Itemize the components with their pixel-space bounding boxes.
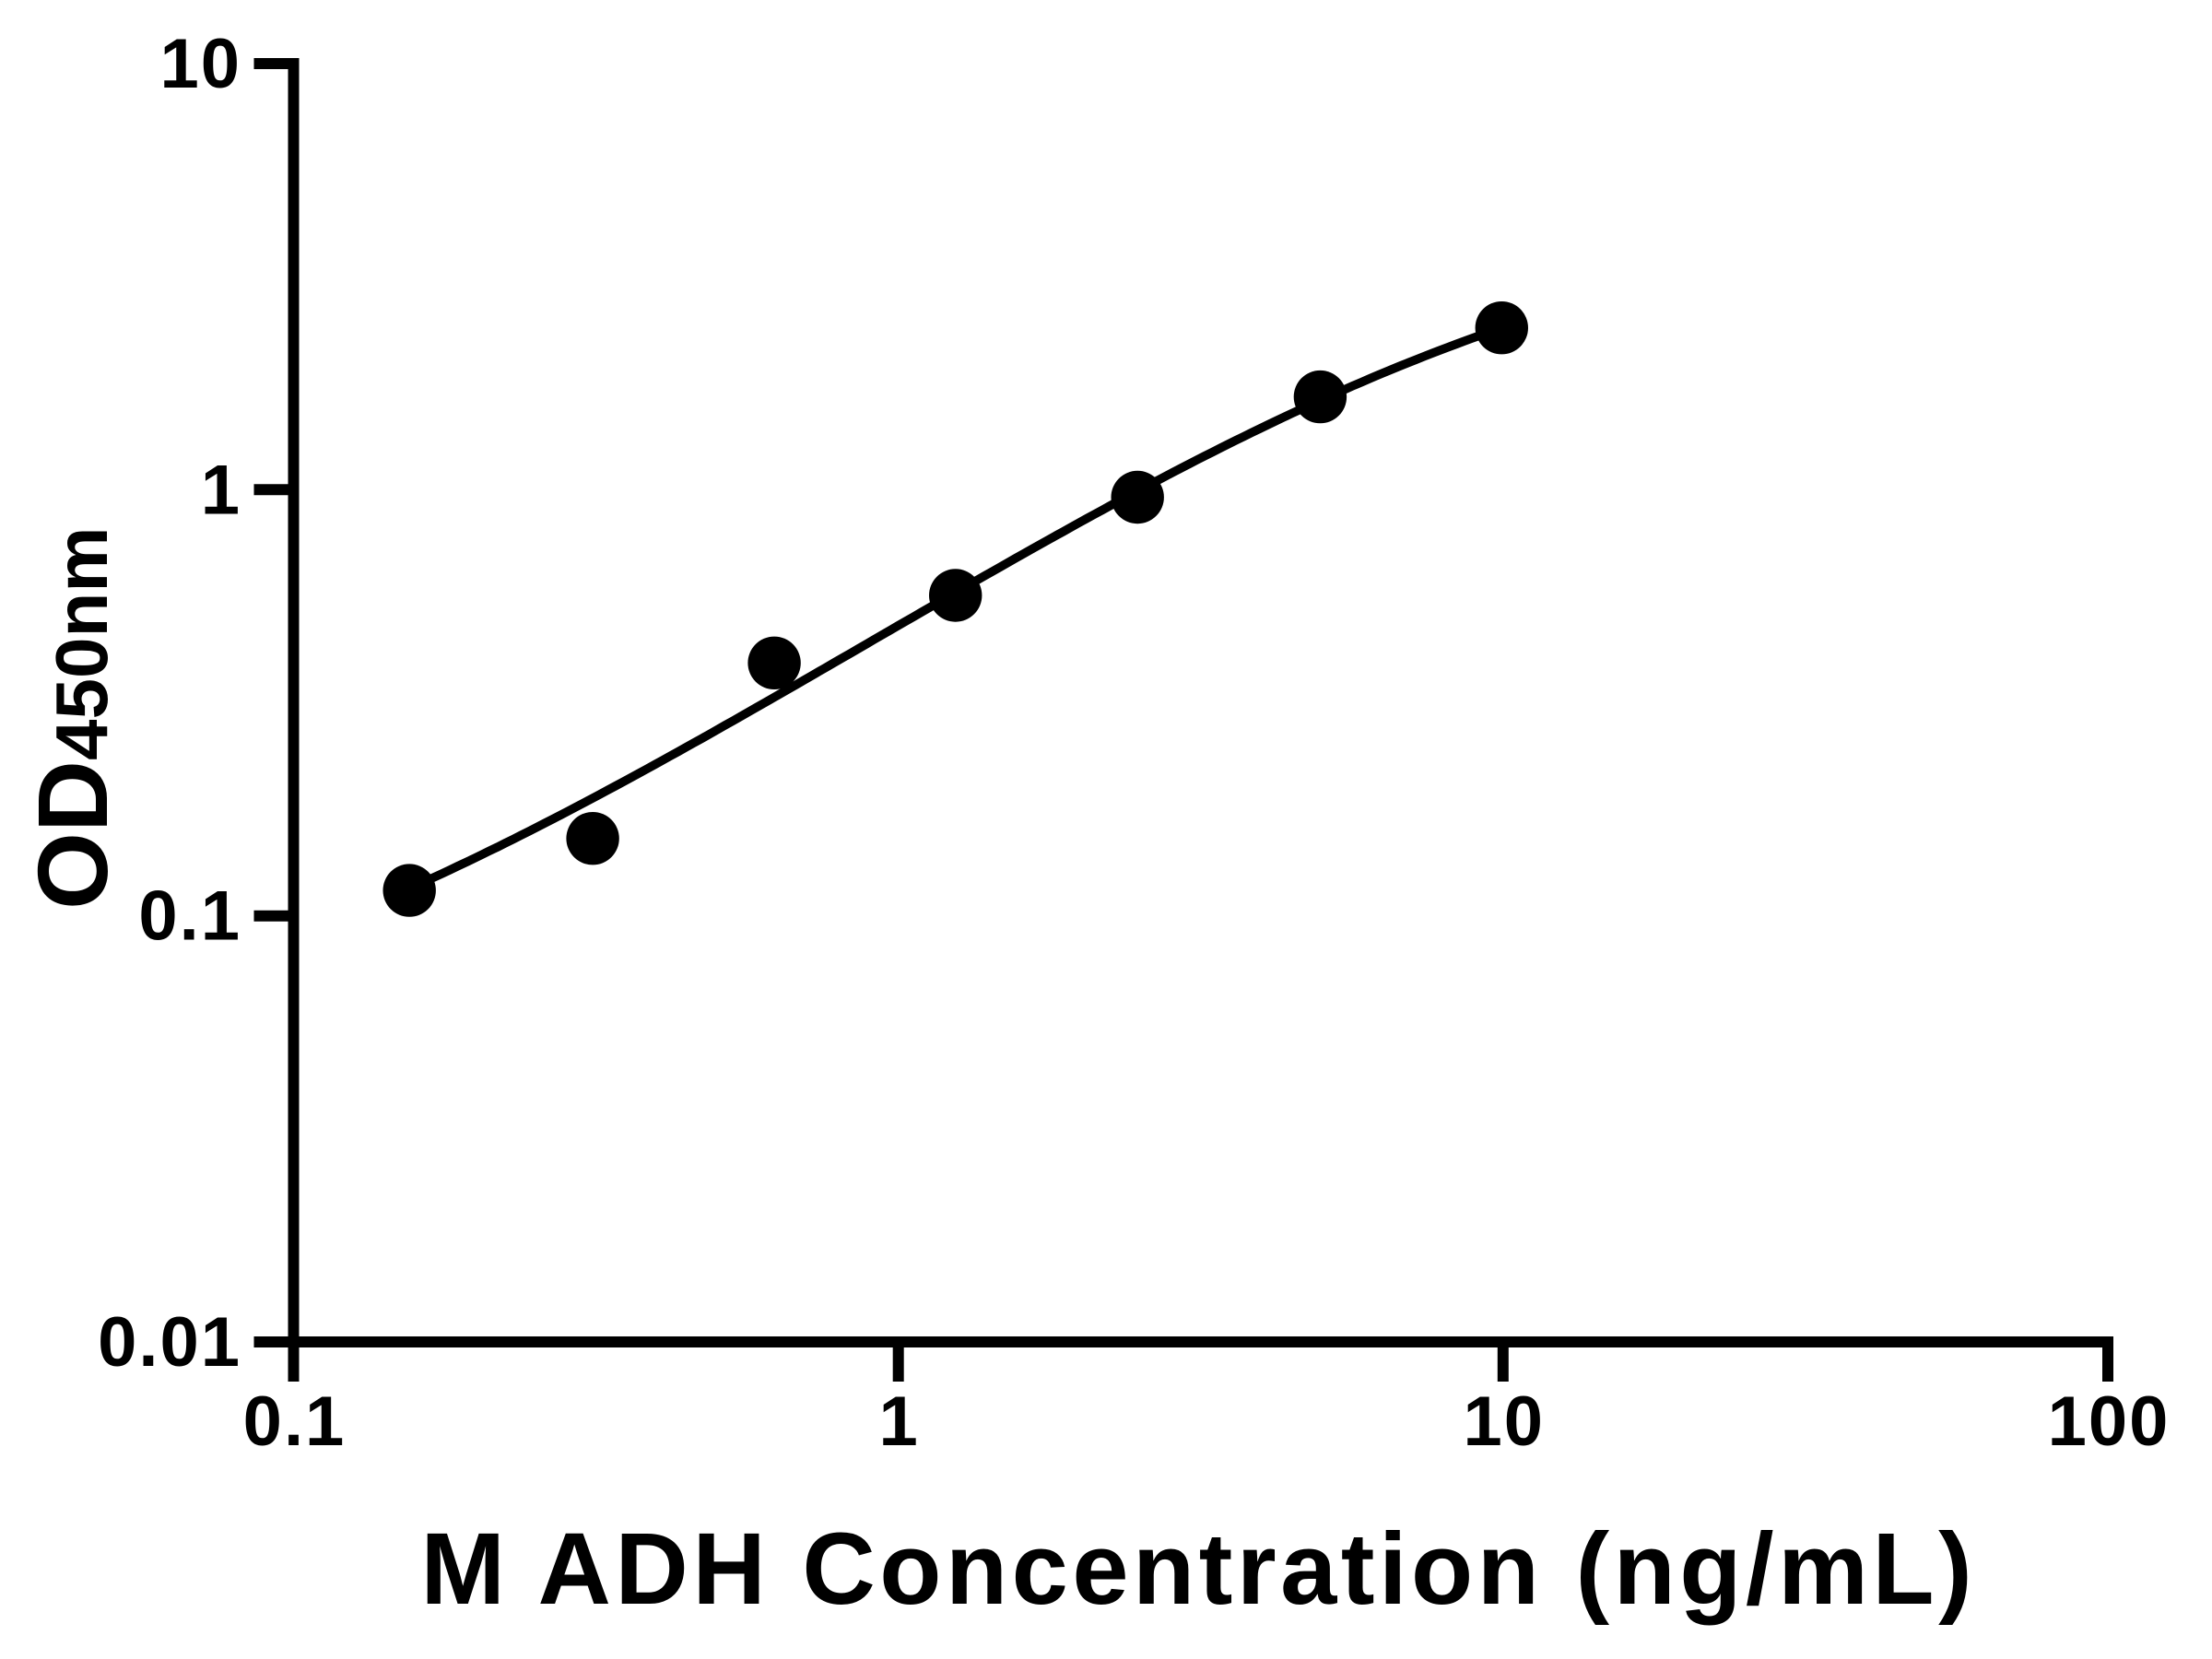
svg-text:0.1: 0.1 [243,1382,347,1461]
svg-text:0.01: 0.01 [98,1303,241,1382]
svg-text:10: 10 [159,25,241,103]
svg-text:1: 1 [201,451,241,529]
svg-text:1: 1 [879,1382,920,1461]
svg-text:10: 10 [1464,1382,1546,1461]
svg-text:100: 100 [2048,1382,2171,1461]
svg-text:0.1: 0.1 [138,877,241,956]
svg-text:M ADH Concentration (ng/mL): M ADH Concentration (ng/mL) [420,1512,1976,1626]
